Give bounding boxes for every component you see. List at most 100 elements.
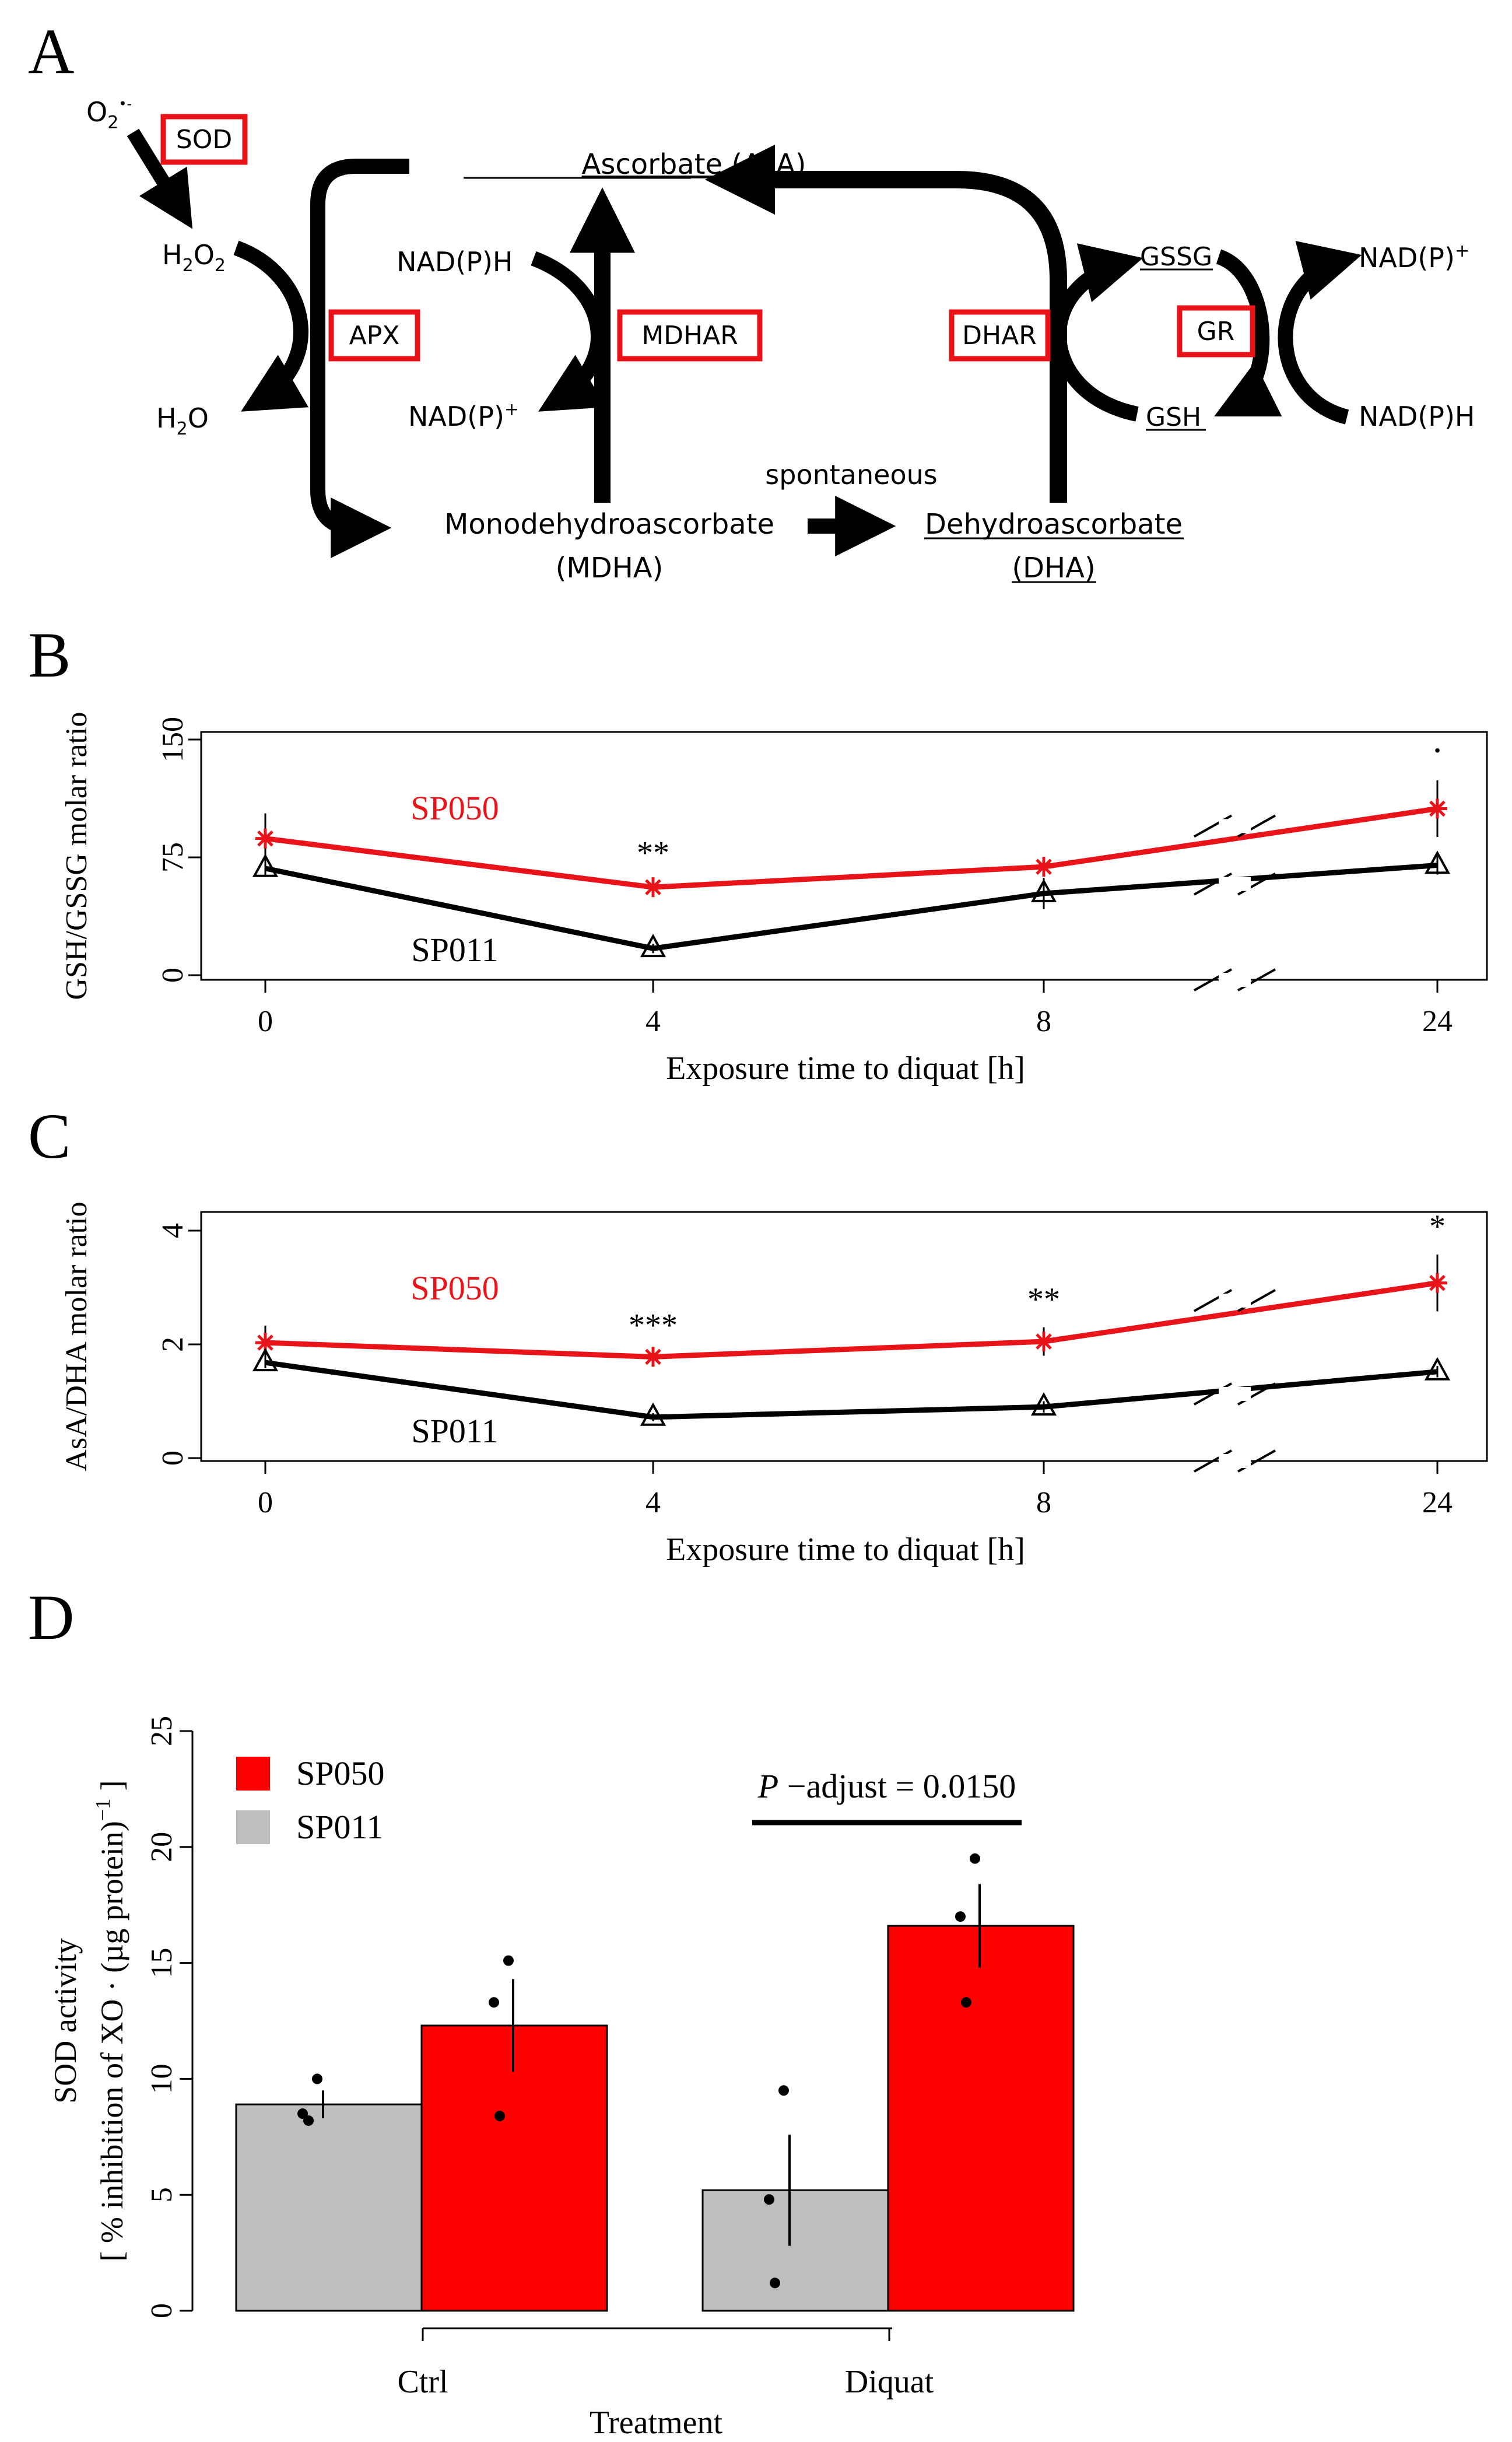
legend-swatch-sp011	[236, 1810, 270, 1844]
series-line-sp050	[265, 1280, 1438, 1360]
apx-bracket-arrow	[310, 159, 409, 558]
nadp-left-label: NAD(P)+	[408, 400, 519, 432]
series-line-sp050	[265, 806, 1438, 890]
panel-a: A O2•- H2O2 H2O Ascorbate (AsA) NAD(P)H …	[28, 16, 1475, 584]
y-tick-label: 2	[156, 1337, 190, 1352]
series-label-sp011: SP011	[411, 931, 498, 969]
x-axis-label: Treatment	[590, 2405, 723, 2441]
data-point	[955, 1911, 966, 1922]
data-point-triangle	[252, 1347, 279, 1372]
mdha-label-line1: Monodehydroascorbate	[444, 508, 774, 541]
data-point	[970, 1853, 980, 1864]
pathway-arrows	[127, 128, 1362, 558]
y-tick-label: 25	[145, 1716, 178, 1746]
y-tick-label: 20	[145, 1832, 178, 1862]
x-tick-label: 24	[1422, 1005, 1453, 1038]
significance-marker: *	[1429, 1208, 1446, 1245]
enzyme-gr: GR	[1197, 317, 1235, 346]
axis-break-gap	[1219, 1387, 1251, 1402]
axis-break-gap	[1219, 1454, 1251, 1468]
x-tick-label: 4	[646, 1486, 661, 1519]
axis-break-gap	[1219, 1293, 1251, 1308]
axis-break-gap	[1219, 973, 1251, 987]
x-tick-label: 0	[258, 1005, 273, 1038]
superoxide-label: O2•-	[86, 96, 132, 133]
dhar-big-arrow	[705, 145, 1067, 503]
significance-marker: **	[637, 835, 669, 871]
x-axis-label: Exposure time to diquat [h]	[666, 1050, 1025, 1087]
enzyme-box-gr	[1177, 305, 1255, 358]
enzyme-mdhar: MDHAR	[641, 321, 738, 351]
y-axis-label: GSH/GSSG molar ratio	[60, 712, 93, 1000]
data-point-triangle	[1424, 850, 1451, 874]
significance-marker: ·	[1431, 730, 1443, 771]
spontaneous-label: spontaneous	[765, 459, 937, 490]
x-tick-label: 0	[258, 1486, 273, 1519]
y-tick-label: 15	[145, 1948, 178, 1978]
enzyme-sod: SOD	[176, 125, 232, 155]
data-point	[303, 2115, 314, 2126]
data-point	[489, 1997, 499, 2008]
gssg-label: GSSG	[1140, 242, 1212, 272]
ascorbate-label: Ascorbate (AsA)	[582, 148, 806, 181]
panel-d-chart: D 0 5 10 15 20 25 Ctrl Diquat Treatment SOD activ…	[28, 1582, 1075, 2441]
dhar-arc-arrow	[1051, 243, 1143, 422]
bar-sp050-ctrl	[420, 2024, 608, 2312]
y-tick-label: 0	[156, 968, 190, 983]
data-point-star	[1427, 1273, 1447, 1293]
data-point-triangle	[640, 1402, 666, 1426]
data-point-triangle	[640, 933, 666, 958]
data-point-star	[1427, 798, 1447, 819]
data-point-triangle	[1424, 1357, 1451, 1381]
data-point-star	[643, 1347, 663, 1367]
x-tick-label: 4	[646, 1005, 661, 1038]
data-point	[312, 2073, 322, 2084]
h2o2-label: H2O2	[162, 239, 226, 276]
legend-swatch-sp050	[236, 1757, 270, 1791]
significance-marker: **	[1027, 1281, 1060, 1318]
gsh-label: GSH	[1146, 402, 1201, 432]
data-point	[764, 2194, 774, 2205]
axis-break-gap	[1219, 819, 1251, 833]
dha-label-line1: Dehydroascorbate	[925, 508, 1183, 541]
bar-sp011-diquat	[701, 2189, 889, 2312]
panel-letter-a: A	[28, 16, 74, 87]
enzyme-boxes: SOD APX MDHAR DHAR GR	[160, 114, 1255, 362]
y-tick-label: 75	[156, 842, 190, 873]
enzyme-dhar: DHAR	[962, 321, 1037, 351]
panel-letter-d: D	[28, 1582, 74, 1653]
legend-label-sp050: SP050	[296, 1754, 385, 1792]
data-point	[503, 1955, 514, 1966]
enzyme-box-dhar	[949, 309, 1051, 362]
y-tick-label: 0	[156, 1451, 190, 1466]
series-label-sp011: SP011	[411, 1412, 498, 1450]
dha-label-line2: (DHA)	[1012, 552, 1095, 584]
series-label-sp050: SP050	[411, 1269, 499, 1307]
enzyme-box-sod	[160, 114, 248, 165]
data-point-star	[1034, 1332, 1054, 1352]
bar-sp050-diquat	[887, 1925, 1075, 2312]
data-point-triangle	[1030, 1392, 1057, 1416]
x-axis-label: Exposure time to diquat [h]	[666, 1532, 1025, 1568]
axis-break-gap	[1219, 877, 1251, 891]
data-point	[494, 2111, 505, 2122]
nadph-left-label: NAD(P)H	[397, 246, 513, 278]
p-adjust-annotation: P −adjust = 0.0150	[757, 1767, 1016, 1805]
legend-label-sp011: SP011	[296, 1808, 383, 1846]
data-point-triangle	[1030, 878, 1057, 902]
significance-marker: ***	[629, 1308, 678, 1344]
enzyme-apx: APX	[349, 321, 400, 351]
y-tick-label: 4	[156, 1223, 190, 1238]
enzyme-box-apx	[328, 309, 420, 362]
plot-frame	[200, 1211, 1488, 1462]
y-axis-label: AsA/DHA molar ratio	[60, 1201, 93, 1471]
h2o-label: H2O	[156, 402, 209, 439]
data-point	[961, 1997, 971, 2008]
panel-b-chart: B 0 75 150 0 4 8 24 Exposure time to diquat [h]…	[28, 619, 1488, 1087]
x-tick-label: 24	[1422, 1486, 1453, 1519]
y-tick-label: 0	[145, 2303, 178, 2318]
data-point	[297, 2108, 308, 2119]
x-tick-label: 8	[1036, 1486, 1051, 1519]
